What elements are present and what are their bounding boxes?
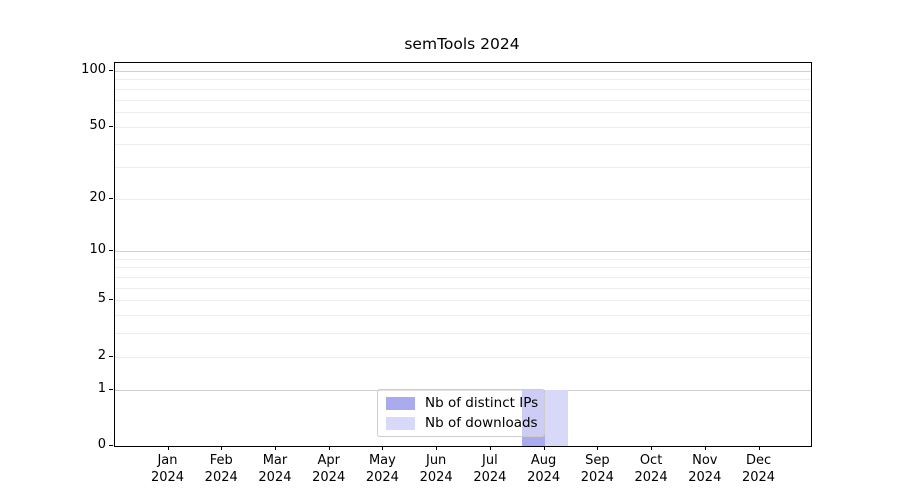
x-tick-label: Aug 2024 xyxy=(527,452,560,486)
x-tick-label: Jan 2024 xyxy=(151,452,184,486)
gridline-minor xyxy=(115,356,811,358)
y-tick-mark xyxy=(109,388,113,390)
x-tick-month: Apr xyxy=(317,453,340,468)
x-tick-label: Oct 2024 xyxy=(635,452,668,486)
gridline-minor xyxy=(115,287,811,289)
gridline-minor xyxy=(115,79,811,81)
gridline-major xyxy=(115,389,811,391)
x-tick-year: 2024 xyxy=(312,470,346,485)
gridline-minor xyxy=(115,88,811,90)
x-tick-mark xyxy=(597,446,599,450)
y-tick-mark xyxy=(109,70,113,72)
legend-item: Nb of downloads xyxy=(386,415,538,431)
y-tick-mark xyxy=(109,125,113,127)
x-tick-year: 2024 xyxy=(365,470,399,485)
x-tick-month: Dec xyxy=(745,453,772,468)
y-tick-label: 20 xyxy=(89,189,106,205)
x-tick-year: 2024 xyxy=(688,470,722,485)
x-tick-year: 2024 xyxy=(580,470,614,485)
x-tick-month: May xyxy=(368,453,396,468)
legend-item: Nb of distinct IPs xyxy=(386,395,539,411)
x-tick-mark xyxy=(221,446,223,450)
gridline-minor xyxy=(115,198,811,200)
x-tick-label: Jun 2024 xyxy=(420,452,453,486)
y-tick-label: 5 xyxy=(97,291,106,307)
x-tick-label: Feb 2024 xyxy=(205,452,238,486)
x-tick-mark xyxy=(651,446,653,450)
x-tick-year: 2024 xyxy=(150,470,185,485)
y-tick-mark xyxy=(109,250,113,252)
legend: Nb of distinct IPs Nb of downloads xyxy=(377,389,545,437)
x-tick-year: 2024 xyxy=(419,470,453,485)
x-tick-label: Apr 2024 xyxy=(312,452,345,486)
x-tick-year: 2024 xyxy=(634,470,668,485)
gridline-minor xyxy=(115,111,811,113)
x-tick-label: Mar 2024 xyxy=(258,452,291,486)
chart-title: semTools 2024 xyxy=(404,35,520,53)
x-tick-year: 2024 xyxy=(527,470,561,485)
x-tick-label: Jul 2024 xyxy=(473,452,506,486)
gridline-minor xyxy=(115,166,811,168)
y-tick-label: 0 xyxy=(97,437,106,452)
x-tick-month: Jun xyxy=(425,453,447,468)
x-tick-label: Sep 2024 xyxy=(581,452,614,486)
x-tick-year: 2024 xyxy=(204,470,238,485)
legend-label: Nb of distinct IPs xyxy=(425,395,539,411)
x-tick-month: Sep xyxy=(585,453,610,468)
bar-downloads xyxy=(544,389,568,446)
x-tick-month: Mar xyxy=(262,453,288,468)
x-tick-mark xyxy=(543,446,545,450)
x-tick-mark xyxy=(328,446,330,450)
x-tick-label: Nov 2024 xyxy=(688,452,721,486)
legend-swatch-downloads xyxy=(386,416,415,430)
plot-area xyxy=(114,62,812,447)
y-tick-label: 10 xyxy=(89,242,106,258)
x-tick-month: Nov xyxy=(692,453,718,468)
gridline-minor xyxy=(115,333,811,335)
x-tick-month: Jan xyxy=(157,453,178,468)
bar-distinct-ips xyxy=(521,389,545,446)
x-tick-month: Feb xyxy=(209,453,233,468)
x-tick-month: Oct xyxy=(639,453,663,468)
y-tick-label: 2 xyxy=(97,347,106,363)
gridline-minor xyxy=(115,267,811,269)
gridline-major xyxy=(115,71,811,73)
gridline-minor xyxy=(115,315,811,317)
y-tick-mark xyxy=(109,355,113,357)
x-tick-year: 2024 xyxy=(473,470,507,485)
gridline-minor xyxy=(115,258,811,260)
x-tick-year: 2024 xyxy=(741,470,776,485)
x-tick-mark xyxy=(758,446,760,450)
y-tick-label: 100 xyxy=(81,62,106,78)
x-tick-year: 2024 xyxy=(258,470,292,485)
x-tick-mark xyxy=(704,446,706,450)
legend-swatch-distinct-ips xyxy=(386,396,415,410)
x-tick-mark xyxy=(489,446,491,450)
x-tick-mark xyxy=(436,446,438,450)
y-tick-mark xyxy=(109,299,113,301)
gridline-minor xyxy=(115,277,811,279)
gridline-minor xyxy=(115,99,811,101)
x-tick-month: Aug xyxy=(530,453,557,468)
gridline-minor xyxy=(115,144,811,146)
legend-label: Nb of downloads xyxy=(425,415,538,431)
x-tick-mark xyxy=(382,446,384,450)
x-tick-month: Jul xyxy=(482,453,498,468)
x-tick-mark xyxy=(167,446,169,450)
y-tick-label: 1 xyxy=(97,380,106,396)
gridline-major xyxy=(115,251,811,253)
gridline-minor xyxy=(115,126,811,128)
y-tick-mark xyxy=(109,197,113,199)
x-tick-mark xyxy=(274,446,276,450)
gridline-minor xyxy=(115,300,811,302)
y-tick-mark xyxy=(109,445,113,446)
x-tick-label: Dec 2024 xyxy=(742,452,775,486)
x-tick-label: May 2024 xyxy=(366,452,399,486)
y-tick-label: 50 xyxy=(89,117,106,133)
